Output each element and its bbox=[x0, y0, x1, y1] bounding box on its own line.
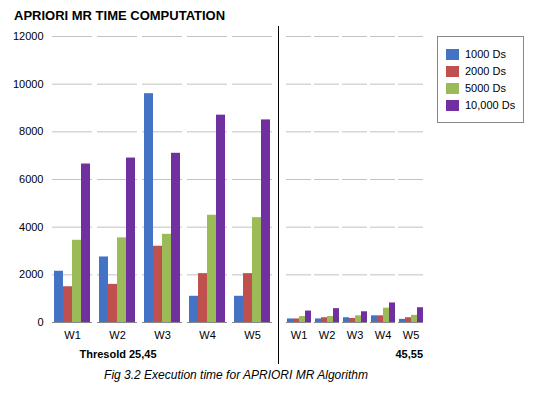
html-text:Fig 3.2 Execution time for APR: Fig 3.2 Execution time for APRIORI MR Al… bbox=[104, 368, 368, 382]
html-text:5000 Ds: 5000 Ds bbox=[465, 82, 506, 94]
svg-text:W4: W4 bbox=[199, 329, 216, 341]
svg-text:2000: 2000 bbox=[19, 268, 43, 280]
svg-text:W2: W2 bbox=[319, 329, 336, 341]
html-text:10,000 Ds: 10,000 Ds bbox=[465, 99, 516, 111]
svg-text:W1: W1 bbox=[64, 329, 81, 341]
html-text:APRIORI MR TIME COMPUTATION: APRIORI MR TIME COMPUTATION bbox=[14, 8, 226, 23]
svg-text:8000: 8000 bbox=[19, 125, 43, 137]
svg-text:W5: W5 bbox=[244, 329, 261, 341]
html-text:Thresold 25,45: Thresold 25,45 bbox=[79, 348, 157, 360]
svg-text:W1: W1 bbox=[291, 329, 308, 341]
html-text:2000 Ds: 2000 Ds bbox=[465, 65, 506, 77]
svg-text:6000: 6000 bbox=[19, 173, 43, 185]
svg-text:W4: W4 bbox=[375, 329, 392, 341]
svg-text:W3: W3 bbox=[347, 329, 364, 341]
svg-text:W5: W5 bbox=[403, 329, 420, 341]
html-text:45,55: 45,55 bbox=[395, 348, 423, 360]
svg-text:4000: 4000 bbox=[19, 221, 43, 233]
svg-text:12000: 12000 bbox=[13, 30, 44, 42]
svg-text:0: 0 bbox=[37, 316, 43, 328]
svg-text:W2: W2 bbox=[109, 329, 126, 341]
svg-text:W3: W3 bbox=[154, 329, 171, 341]
html-text:1000 Ds: 1000 Ds bbox=[465, 48, 506, 60]
svg-text:10000: 10000 bbox=[13, 78, 44, 90]
